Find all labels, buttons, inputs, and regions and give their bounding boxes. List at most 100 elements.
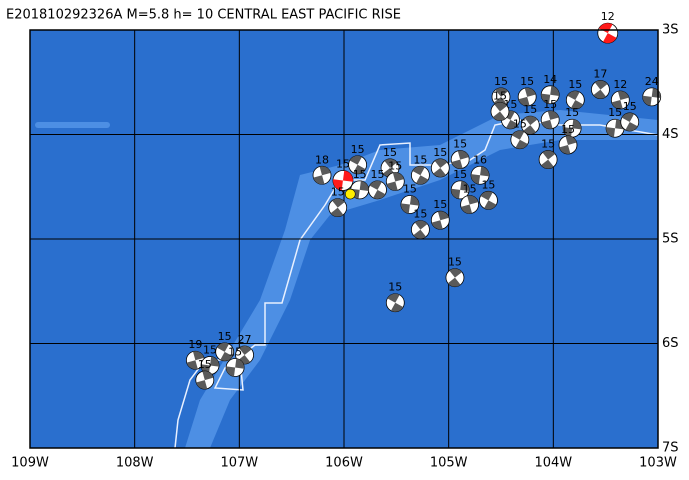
ball-quadrant (642, 95, 652, 106)
ball-quadrant (541, 93, 551, 104)
ball-quadrant (210, 356, 220, 367)
depth-label: 15 (433, 146, 447, 159)
ball-quadrant (460, 204, 473, 214)
ball-quadrant (342, 170, 353, 182)
depth-label: 15 (523, 103, 537, 116)
depth-label: 15 (403, 183, 417, 196)
epicenter (344, 188, 356, 200)
ball-quadrant (524, 116, 538, 126)
ball-quadrant (447, 277, 461, 287)
beachball (430, 210, 450, 230)
lat-tick-label: 5S (662, 232, 679, 247)
ball-quadrant (400, 203, 410, 214)
ball-quadrant (611, 100, 623, 110)
lon-tick-label: 107W (220, 456, 258, 471)
ball-quadrant (593, 89, 607, 99)
depth-label: 15 (370, 168, 384, 181)
ball-quadrant (563, 127, 573, 138)
depth-label: 15 (336, 157, 350, 170)
beachball (348, 155, 368, 175)
lon-tick-label: 104W (534, 456, 572, 471)
depth-label: 15 (453, 168, 467, 181)
ball-quadrant (523, 125, 536, 135)
lat-tick-label: 3S (662, 23, 679, 38)
ball-quadrant (460, 180, 470, 192)
beachball (597, 22, 619, 44)
ball-quadrant (550, 85, 560, 96)
ball-quadrant (598, 23, 613, 34)
beachball (430, 158, 450, 178)
lat-tick-label: 6S (662, 336, 679, 351)
ball-quadrant (606, 127, 616, 138)
ball-quadrant (369, 180, 382, 190)
depth-label: 15 (494, 75, 508, 88)
ball-quadrant (431, 220, 443, 230)
ball-quadrant (565, 135, 577, 145)
ball-quadrant (238, 345, 252, 355)
ball-quadrant (617, 91, 629, 101)
beachball (411, 165, 430, 185)
depth-label: 12 (613, 78, 627, 91)
ball-quadrant (484, 200, 497, 210)
depth-label: 18 (315, 153, 329, 166)
frame (29, 29, 659, 449)
beachball (510, 130, 530, 150)
depth-label: 15 (203, 343, 217, 356)
ball-quadrant (651, 87, 661, 99)
beachball (558, 135, 578, 155)
ball-quadrant (602, 33, 617, 44)
depth-label: 15 (383, 146, 397, 159)
ball-quadrant (467, 195, 479, 205)
ball-quadrant (625, 121, 638, 131)
beachball (610, 90, 630, 110)
ball-quadrant (495, 87, 509, 97)
ball-quadrant (196, 380, 208, 390)
beachball (520, 115, 540, 135)
ball-quadrant (524, 87, 536, 97)
ball-quadrant (392, 172, 404, 182)
beachball (400, 195, 420, 214)
beachball (517, 87, 537, 107)
beachball (225, 358, 245, 377)
ball-quadrant (433, 167, 446, 177)
depth-label: 15 (623, 100, 637, 113)
ball-quadrant (332, 179, 343, 191)
ball-quadrant (437, 211, 449, 221)
beachball (368, 180, 387, 200)
depth-label: 15 (433, 198, 447, 211)
ball-quadrant (332, 198, 345, 208)
ball-quadrant (480, 166, 490, 177)
ball-quadrant (541, 159, 554, 169)
ball-quadrant (471, 174, 481, 185)
beachball (562, 118, 582, 138)
beachball (385, 293, 405, 313)
ball-quadrant (547, 110, 559, 120)
ball-quadrant (409, 195, 419, 206)
ball-quadrant (494, 102, 508, 112)
map-title: E201810292326A M=5.8 h= 10 CENTRAL EAST … (6, 8, 401, 23)
beachball (445, 268, 465, 288)
depth-label: 15 (453, 138, 467, 151)
ball-quadrant (413, 229, 427, 239)
beachball (235, 345, 254, 365)
lon-tick-label: 106W (325, 456, 363, 471)
depth-label: 15 (513, 118, 527, 131)
ball-quadrant (451, 159, 463, 169)
depth-label: 15 (388, 160, 402, 173)
lat-tick-label: 4S (662, 127, 679, 142)
ball-quadrant (570, 100, 584, 110)
ball-quadrant (387, 293, 400, 303)
ball-quadrant (384, 158, 398, 168)
ball-quadrant (541, 119, 553, 129)
depth-label: 15 (448, 256, 462, 269)
ball-quadrant (449, 268, 462, 278)
depth-label: 15 (198, 358, 212, 371)
ball-quadrant (567, 91, 580, 101)
ball-quadrant (319, 166, 331, 176)
depth-label: 15 (568, 78, 582, 91)
ball-quadrant (373, 189, 386, 199)
ball-quadrant (235, 358, 245, 369)
ball-quadrant (434, 158, 448, 168)
depth-label: 15 (520, 75, 534, 88)
ball-quadrant (594, 80, 608, 90)
